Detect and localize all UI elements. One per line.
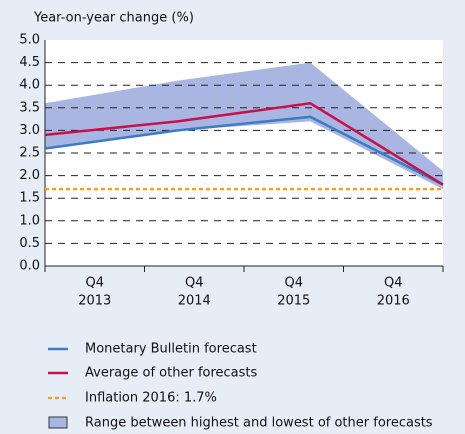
y-tick-label: 1.5 [19,191,40,206]
x-tick-label: 2014 [178,294,211,309]
x-tick-label: Q4 [185,276,204,291]
y-tick-label: 4.0 [19,78,40,93]
y-tick-label: 3.5 [19,100,40,115]
y-tick-label: 5.0 [19,33,40,48]
legend-label: Range between highest and lowest of othe… [85,416,433,431]
range-area [45,62,443,190]
legend-label: Monetary Bulletin forecast [85,342,257,357]
x-tick-label: Q4 [85,276,104,291]
y-tick-label: 1.0 [19,213,40,228]
legend-swatch [48,416,68,429]
series-line [44,101,444,186]
legend-label: Average of other forecasts [85,366,258,381]
series-line [44,115,444,186]
y-tick-label: 3.0 [19,123,40,138]
x-tick-label: 2015 [277,294,310,309]
y-tick-label: 0.5 [19,236,40,251]
x-tick-label: Q4 [284,276,303,291]
y-tick-label: 2.5 [19,146,40,161]
x-tick-label: Q4 [384,276,403,291]
y-tick-label: 0.0 [19,259,40,274]
legend-label: Inflation 2016: 1.7% [85,391,217,406]
y-tick-label: 2.0 [19,168,40,183]
axis-title: Year-on-year change (%) [33,11,194,26]
x-tick-label: 2016 [377,294,410,309]
y-tick-label: 4.5 [19,55,40,70]
x-tick-label: 2013 [78,294,111,309]
